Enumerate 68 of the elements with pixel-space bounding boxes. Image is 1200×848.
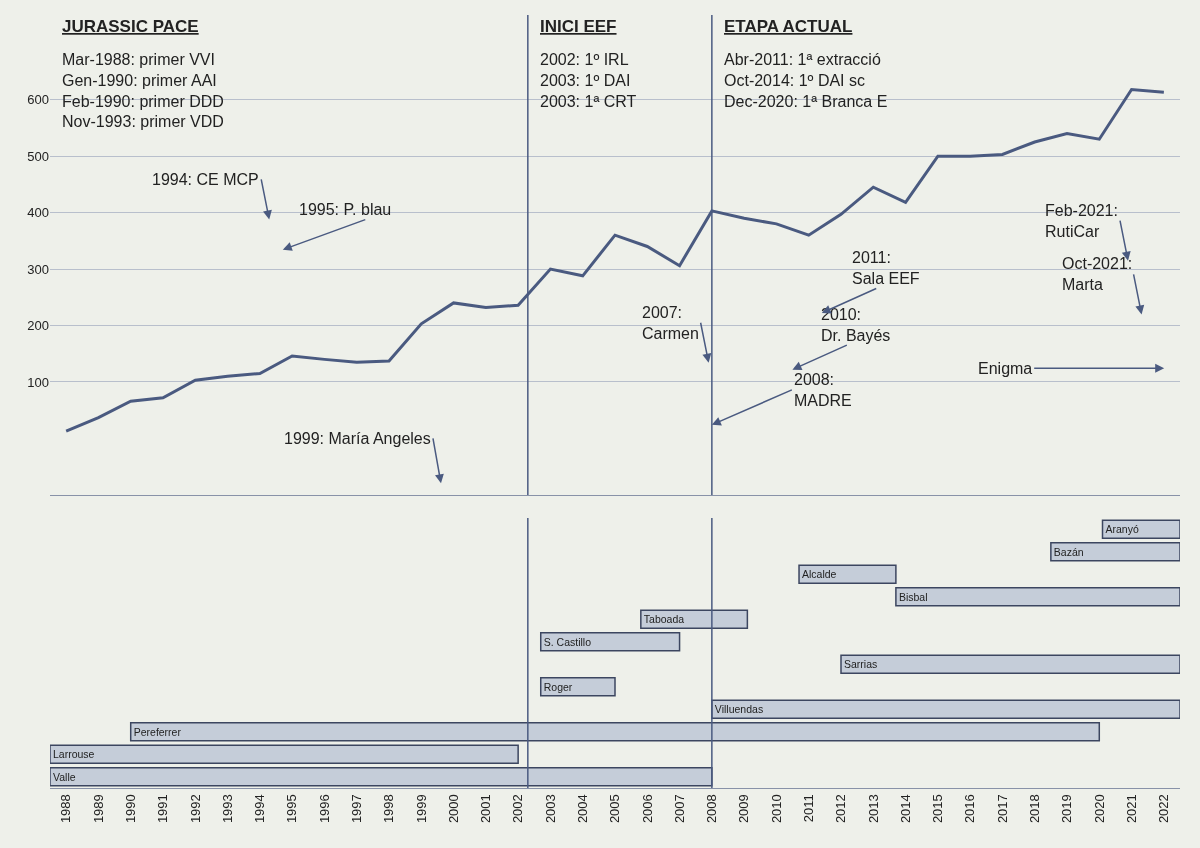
x-tick-label: 2015 [930, 794, 946, 824]
category-label: Pereferrer [133, 726, 181, 738]
category-label: Bazán [1053, 545, 1084, 558]
y-tick-label: 200 [27, 318, 49, 334]
annotation: Oct-2021: Marta [1062, 255, 1133, 293]
x-tick-label: 2016 [962, 794, 978, 824]
x-tick-label: 2020 [1091, 794, 1107, 824]
x-tick-label: 1989 [90, 794, 106, 824]
y-tick-label: 100 [27, 374, 49, 390]
category-label: Roger [543, 681, 573, 693]
annotation: 1999: María Angeles [284, 430, 431, 447]
x-tick-label: 1996 [316, 794, 332, 824]
x-tick-label: 1992 [187, 794, 203, 824]
x-tick-label: 2007 [671, 794, 687, 824]
x-tick-label: 1995 [284, 794, 300, 824]
category-label: Bisbal [898, 590, 928, 603]
x-tick-label: 2011 [800, 794, 816, 823]
annotation: Abr-2011: 1ª extracció Oct-2014: 1º DAI sc Dec-2020: 1ª Branca E [724, 51, 888, 110]
x-tick-label: 1988 [58, 794, 74, 824]
x-tick-label: 1997 [348, 794, 364, 824]
category-label: Aranyó [1105, 524, 1139, 536]
category-label: Alcalde [802, 569, 837, 581]
x-tick-label: 2005 [607, 794, 623, 824]
annotation: 2007: Carmen [642, 304, 699, 342]
x-tick-label: 2006 [639, 794, 655, 824]
annotation: 2002: 1º IRL 2003: 1º DAI 2003: 1ª CRT [540, 51, 637, 110]
x-tick-label: 2000 [445, 794, 461, 824]
annotation: 2011: Sala EEF [852, 249, 920, 287]
x-tick-label: 2022 [1156, 794, 1172, 824]
annotation: JURASSIC PACE [62, 17, 199, 36]
x-tick-label: 1991 [155, 794, 171, 824]
x-tick-label: 2014 [897, 794, 913, 824]
category-label: Valle [53, 771, 76, 783]
x-tick-label: 2008 [704, 794, 720, 824]
category-label: Larrouse [53, 748, 95, 761]
y-tick-label: 400 [27, 205, 49, 221]
x-tick-label: 2001 [478, 794, 494, 824]
x-tick-label: 2013 [865, 794, 881, 824]
x-tick-label: 2021 [1123, 794, 1139, 824]
annotation: Feb-2021: RutiCar [1045, 202, 1118, 240]
x-tick-label: 2018 [1026, 794, 1042, 824]
annotation: INICI EEF [540, 17, 617, 36]
x-tick-label: 1999 [413, 794, 429, 824]
annotation: 2008: MADRE [794, 371, 852, 409]
x-tick-label: 2003 [542, 794, 558, 824]
category-label: Sarrias [844, 659, 878, 671]
category-label: Villuendas [714, 703, 764, 716]
x-tick-label: 2004 [574, 794, 590, 824]
annotation: 1994: CE MCP [152, 171, 259, 188]
x-tick-label: 1994 [252, 794, 268, 824]
x-tick-label: 2009 [736, 794, 752, 824]
annotation: 1995: P. blau [299, 201, 392, 218]
x-tick-label: 1990 [122, 794, 138, 824]
category-label: S. Castillo [543, 635, 592, 648]
category-label: Taboada [643, 614, 685, 626]
x-tick-label: 1998 [381, 794, 397, 824]
x-tick-label: 2019 [1059, 794, 1075, 824]
x-tick-label: 2012 [833, 794, 849, 824]
x-tick-label: 2002 [510, 794, 526, 824]
annotation: Enigma [978, 360, 1033, 377]
x-tick-label: 2017 [994, 794, 1010, 824]
y-tick-label: 500 [27, 148, 49, 164]
annotation: ETAPA ACTUAL [724, 17, 853, 36]
y-tick-label: 600 [27, 92, 49, 108]
x-tick-label: 2010 [768, 794, 784, 824]
y-tick-label: 300 [27, 261, 49, 277]
annotation: Mar-1988: primer VVI Gen-1990: primer AAI Feb-1990: primer DDD Nov-1993: primer VDD [62, 51, 224, 131]
x-tick-label: 1993 [219, 794, 235, 824]
